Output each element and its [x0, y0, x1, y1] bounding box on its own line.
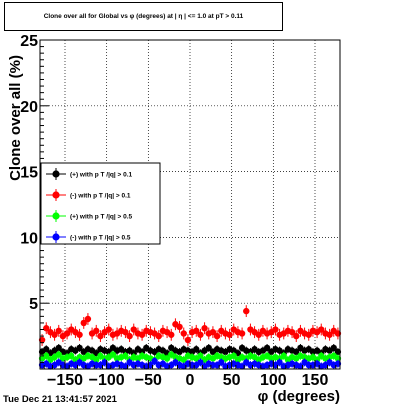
data-point	[293, 332, 300, 340]
data-point	[205, 344, 212, 352]
legend-marker	[52, 233, 60, 241]
y-axis-label: Clone over all (%)	[7, 55, 24, 181]
x-tick-label: 0	[186, 372, 195, 389]
x-tick-label: 150	[302, 372, 329, 389]
x-tick-label: 50	[223, 372, 241, 389]
legend-label: (-) with p T /|q| > 0.1	[70, 193, 131, 200]
y-tick-label: 5	[29, 296, 38, 313]
data-point	[230, 352, 237, 360]
data-point	[288, 328, 296, 336]
data-point	[55, 351, 62, 358]
series-2	[38, 350, 342, 364]
data-point	[130, 326, 137, 333]
x-tick-label: −50	[135, 372, 162, 389]
data-point	[330, 344, 337, 352]
data-point	[93, 356, 100, 363]
chart-title-box: Clone over all for Global vs φ (degrees)…	[4, 2, 283, 31]
data-point	[43, 346, 50, 353]
data-point	[184, 336, 192, 344]
data-point	[326, 331, 333, 338]
data-point	[197, 331, 204, 338]
y-tick-label: 20	[20, 99, 38, 116]
data-point	[80, 319, 87, 327]
legend: (+) with p T /|q| > 0.1 (-) with p T /|q|…	[40, 162, 161, 245]
data-point	[197, 359, 204, 366]
data-point	[226, 331, 233, 338]
footer-timestamp: Tue Dec 21 13:41:57 2021	[3, 394, 117, 405]
series-1	[38, 305, 342, 346]
data-point	[122, 352, 129, 360]
legend-marker	[52, 170, 60, 178]
data-point	[180, 330, 187, 337]
data-point	[126, 332, 133, 340]
data-point	[201, 325, 208, 332]
data-point	[280, 352, 287, 360]
legend-label: (-) with p T /|q| > 0.5	[70, 235, 131, 242]
data-point	[176, 323, 183, 331]
y-tick-label: 15	[20, 165, 38, 182]
data-point	[76, 344, 83, 352]
data-point	[255, 331, 262, 338]
data-point	[209, 328, 217, 336]
data-point	[109, 351, 117, 358]
x-tick-label: 100	[260, 372, 287, 389]
x-tick-label: −100	[89, 372, 125, 389]
data-point	[68, 352, 75, 360]
data-point	[105, 326, 112, 333]
x-tick-label: −150	[47, 372, 83, 389]
data-point	[76, 331, 83, 338]
grid-layer	[40, 40, 340, 369]
data-point	[197, 352, 204, 360]
legend-marker	[52, 191, 60, 199]
data-point	[276, 359, 283, 366]
data-point	[43, 352, 50, 360]
legend-box	[40, 162, 161, 245]
data-point	[55, 344, 62, 352]
data-point	[168, 331, 175, 338]
data-point	[84, 315, 92, 323]
data-point	[97, 332, 104, 340]
data-point	[193, 327, 200, 335]
data-point	[213, 332, 221, 340]
data-point	[51, 331, 58, 338]
data-point	[93, 327, 100, 335]
data-point	[218, 359, 225, 366]
data-point	[305, 331, 312, 338]
data-point	[163, 355, 171, 362]
points-layer	[38, 305, 342, 370]
data-point	[243, 307, 250, 315]
data-point	[193, 346, 200, 353]
ticks-layer	[40, 39, 337, 370]
data-point	[318, 326, 325, 333]
legend-label: (+) with p T /|q| > 0.5	[70, 214, 133, 221]
tick-labels-layer: 5 10 15 20 25 −150 −100 −50 0 50 100 150	[20, 33, 328, 389]
data-point	[155, 332, 162, 340]
data-point	[180, 356, 187, 363]
data-point	[151, 357, 158, 365]
data-point	[43, 325, 50, 332]
data-point	[138, 331, 146, 338]
y-tick-label: 10	[20, 230, 38, 247]
x-axis-label: φ (degrees)	[258, 388, 340, 405]
data-point	[263, 344, 271, 352]
chart-title: Clone over all for Global vs φ (degrees)…	[43, 13, 244, 20]
data-point	[272, 326, 279, 333]
data-point	[55, 327, 62, 335]
data-point	[238, 330, 246, 337]
data-point	[293, 348, 300, 356]
y-tick-label: 25	[20, 33, 38, 50]
legend-marker	[52, 212, 60, 220]
data-point	[63, 330, 71, 337]
legend-label: (+) with p T /|q| > 0.1	[70, 172, 133, 179]
data-point	[122, 328, 129, 336]
